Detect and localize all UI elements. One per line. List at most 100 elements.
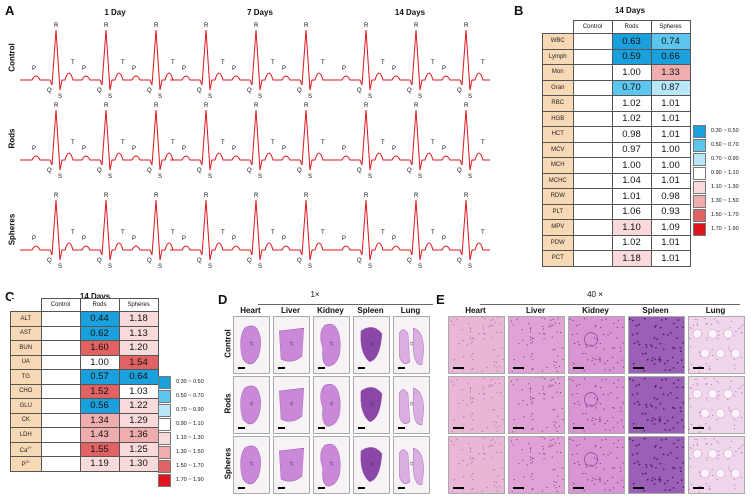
legend-entry: 1.70 ~ 1.90 xyxy=(158,473,204,487)
control-cell xyxy=(40,456,81,472)
rods-value: 1.55 xyxy=(79,441,120,457)
ecg-wave-label: S xyxy=(258,94,262,100)
ecg-wave-label: T xyxy=(481,140,485,146)
table-row: Mon 1.00 1.33 xyxy=(542,64,691,81)
table-row: Gran 0.70 0.87 xyxy=(542,79,691,96)
legend-swatch xyxy=(158,417,171,431)
ecg-wave-label: T xyxy=(431,140,435,146)
ecg-wave-label: T xyxy=(171,230,175,236)
legend-swatch xyxy=(158,445,171,459)
spheres-value: 1.22 xyxy=(118,398,159,414)
control-cell xyxy=(40,369,81,385)
control-cell xyxy=(572,95,613,112)
rods-value: 1.52 xyxy=(79,383,120,399)
table-row: MCH 1.00 1.00 xyxy=(542,157,691,174)
ecg-wave-label: R xyxy=(204,23,209,29)
ecg-wave-label: S xyxy=(208,174,212,180)
control-cell xyxy=(572,219,613,236)
ecg-wave-label: P xyxy=(342,66,346,72)
scale-bar xyxy=(513,427,524,429)
ecg-wave-label: R xyxy=(104,193,109,199)
tissue-image-kidney-spheres xyxy=(568,436,625,494)
table-row: MPV 1.10 1.09 xyxy=(542,219,691,236)
ecg-wave-label: Q xyxy=(147,88,152,94)
ecg-wave-label: P xyxy=(392,146,396,152)
ecg-wave-label: T xyxy=(271,230,275,236)
scale-bar xyxy=(693,427,704,429)
ecg-wave-label: Q xyxy=(97,168,102,174)
ecg-wave-label: R xyxy=(204,193,209,199)
spheres-value: 1.01 xyxy=(650,172,691,189)
table-row: ALT 0.44 1.18 xyxy=(10,311,159,327)
ecg-wave-label: T xyxy=(381,230,385,236)
scale-bar xyxy=(633,367,644,369)
scale-bar xyxy=(238,427,245,429)
table-row: PCT 1.18 1.01 xyxy=(542,250,691,267)
ecg-wave-label: P xyxy=(182,146,186,152)
ecg-wave-label: Q xyxy=(247,168,252,174)
ecg-waveform xyxy=(170,199,330,261)
ecg-wave-label: Q xyxy=(297,88,302,94)
scale-bar xyxy=(358,427,365,429)
panel-d-magnification-line xyxy=(258,304,433,305)
spheres-value: 1.30 xyxy=(118,456,159,472)
ecg-wave-label: P xyxy=(392,66,396,72)
legend-entry: 1.50 ~ 1.70 xyxy=(693,208,739,222)
ecg-wave-label: Q xyxy=(297,258,302,264)
control-cell xyxy=(40,325,81,341)
table-row: UA 1.00 1.54 xyxy=(10,354,159,370)
control-cell xyxy=(572,110,613,127)
scale-bar xyxy=(318,427,325,429)
rods-value: 0.97 xyxy=(611,141,652,158)
spheres-value: 1.01 xyxy=(650,250,691,267)
row-label: PCT xyxy=(542,250,574,267)
ecg-wave-label: R xyxy=(304,193,309,199)
legend-entry: 0.50 ~ 0.70 xyxy=(693,138,739,152)
tissue-image-liver-spheres xyxy=(273,436,310,494)
scale-bar xyxy=(453,367,464,369)
control-cell xyxy=(572,48,613,65)
control-cell xyxy=(40,427,81,443)
row-label: Lymph xyxy=(542,48,574,65)
spheres-value: 1.20 xyxy=(118,340,159,356)
control-cell xyxy=(40,441,81,457)
panel-e-magnification-line xyxy=(480,304,740,305)
row-label: P3+ xyxy=(10,456,42,472)
ecg-wave-label: S xyxy=(468,264,472,270)
rods-value: 1.34 xyxy=(79,412,120,428)
rods-value: 1.06 xyxy=(611,203,652,220)
ecg-wave-label: Q xyxy=(407,258,412,264)
row-label: MCHC xyxy=(542,172,574,189)
ecg-waveform xyxy=(20,29,180,91)
tissue-image-spleen-control xyxy=(353,316,390,374)
rods-value: 1.10 xyxy=(611,219,652,236)
tissue-image-lung-rods xyxy=(393,376,430,434)
rods-value: 1.00 xyxy=(611,64,652,81)
table-row: HCT 0.98 1.01 xyxy=(542,126,691,143)
rods-value: 1.01 xyxy=(611,188,652,205)
tissue-image-spleen-control xyxy=(628,316,685,374)
ecg-wave-label: R xyxy=(54,103,59,109)
ecg-wave-label: R xyxy=(364,193,369,199)
rods-value: 1.02 xyxy=(611,95,652,112)
spheres-value: 0.74 xyxy=(650,33,691,50)
tissue-image-spleen-spheres xyxy=(353,436,390,494)
legend-label: 0.70 ~ 0.90 xyxy=(711,156,739,162)
tissue-image-kidney-control xyxy=(568,316,625,374)
ecg-wave-label: Q xyxy=(47,258,52,264)
row-label: LDH xyxy=(10,427,42,443)
legend-swatch xyxy=(158,473,171,487)
row-label: BUN xyxy=(10,340,42,356)
spheres-value: 1.25 xyxy=(118,441,159,457)
spheres-value: 0.98 xyxy=(650,188,691,205)
tissue-image-liver-rods xyxy=(273,376,310,434)
rods-value: 1.43 xyxy=(79,427,120,443)
tissue-image-kidney-control xyxy=(313,316,350,374)
control-cell xyxy=(572,172,613,189)
control-cell xyxy=(40,354,81,370)
column-header-kidney: Kidney xyxy=(317,306,344,315)
ecg-wave-label: R xyxy=(154,193,159,199)
ecg-wave-label: P xyxy=(232,146,236,152)
